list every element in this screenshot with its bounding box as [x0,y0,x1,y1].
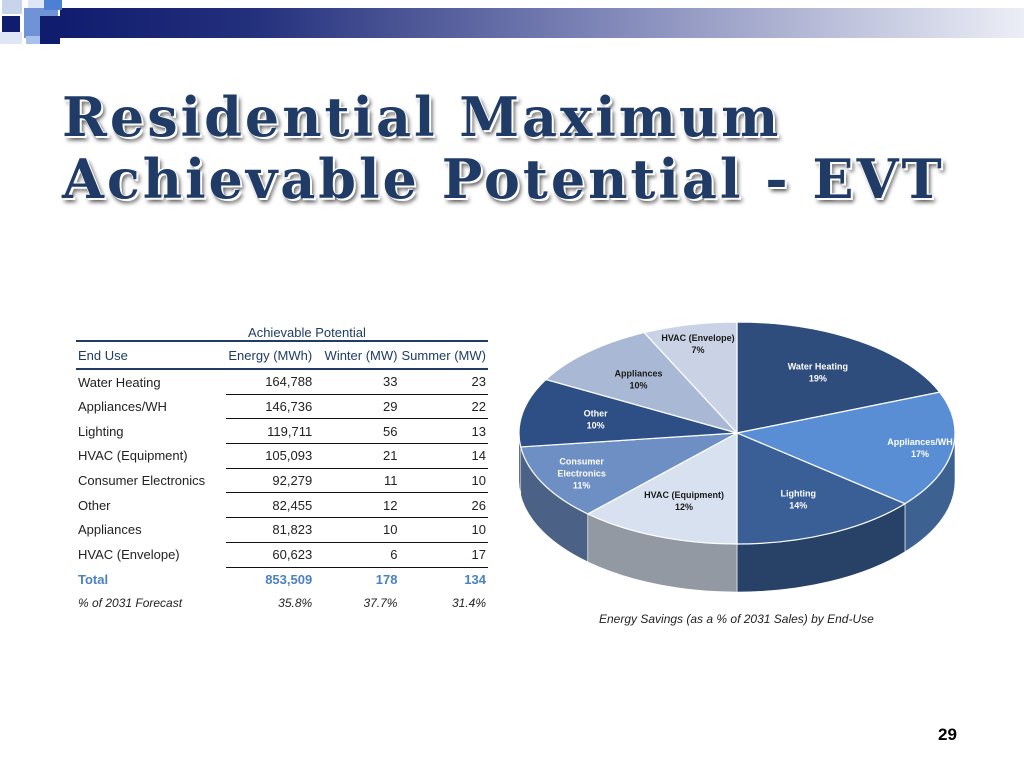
decor-square [28,0,46,10]
cell-summer: 13 [399,418,488,445]
cell-winter: 6 [314,542,400,568]
header-gradient-bar [60,8,1024,38]
cell-end-use: Lighting [78,423,124,439]
decor-square [2,0,22,14]
pie-slice-label: Appliances/WH 17% [887,437,953,459]
cell-winter: 11 [314,468,400,494]
cell-summer: 26 [399,492,488,519]
column-header-end-use: End Use [76,340,227,370]
pie-slice [519,432,738,515]
cell-summer: 17 [399,542,488,568]
slide-title: Residential Maximum Achievable Potential… [62,86,962,210]
decor-square [40,16,60,44]
cell-summer: 22 [399,394,488,420]
cell-energy: 119,711 [226,418,315,445]
pie-slice [736,432,907,545]
pie-slice [586,431,738,545]
table-row: Lighting 119,711 56 13 [76,418,488,445]
cell-pct-label: % of 2031 Forecast [78,596,183,611]
column-header-winter: Winter (MW) [314,340,400,370]
table-group-header-row: Achievable Potential [76,318,488,341]
cell-pct-winter: 37.7% [363,596,398,611]
page-number: 29 [938,725,957,744]
cell-summer: 10 [399,468,488,494]
cell-summer: 14 [399,443,488,469]
cell-end-use: Consumer Electronics [78,473,206,489]
pie-slice [544,331,739,435]
cell-summer: 23 [399,369,488,395]
cell-energy: 60,623 [226,542,315,568]
cell-energy: 164,788 [226,369,315,395]
cell-end-use: Water Heating [78,374,161,390]
cell-total-label: Total [78,571,109,587]
cell-winter: 10 [314,517,400,543]
table-row: Consumer Electronics 92,279 11 10 [76,468,488,494]
table-header-row: End Use Energy (MWh) Winter (MW) Summer … [76,340,488,370]
cell-pct-energy: 35.8% [278,596,313,611]
end-use-pie-chart: Water Heating 19% Appliances/WH 17% Lighting… [518,321,956,593]
cell-winter: 33 [314,369,400,395]
pie-slice-label: HVAC (Equipment) 12% [644,490,724,512]
decor-square [44,0,62,10]
cell-end-use: Other [78,497,111,513]
decor-square [0,32,22,44]
chart-caption: Energy Savings (as a % of 2031 Sales) by… [599,612,874,626]
pie-slice [643,321,738,435]
table-row: Appliances 81,823 10 10 [76,517,488,543]
pie-slice-label: Lighting 14% [781,488,817,510]
achievable-potential-table: Achievable Potential End Use Energy (MWh… [76,318,488,615]
cell-energy: 146,736 [226,394,315,420]
cell-end-use: Appliances/WH [78,399,167,415]
cell-end-use: Appliances [78,522,142,538]
column-header-energy: Energy (MWh) [226,340,315,370]
decor-square [26,36,40,44]
group-header: Achievable Potential [248,325,366,340]
cell-pct-summer: 31.4% [451,596,486,611]
pie-slice-label: Appliances 10% [614,369,662,391]
cell-total-energy: 853,509 [265,571,313,587]
pie-slice-label: Water Heating 19% [788,361,848,383]
pie-slice-label: Other 10% [584,408,609,430]
header-band [0,0,1024,44]
table-row: Appliances/WH 146,736 29 22 [76,394,488,420]
cell-winter: 29 [314,394,400,420]
cell-summer: 10 [399,517,488,543]
table-row: Other 82,455 12 26 [76,492,488,519]
table-total-row: Total 853,509 178 134 [76,567,488,591]
slide-title-line-2: Achievable Potential - EVT [62,147,945,211]
cell-total-summer: 134 [464,571,486,587]
table-row: HVAC (Equipment) 105,093 21 14 [76,443,488,469]
cell-energy: 105,093 [226,443,315,469]
cell-winter: 56 [314,418,400,445]
pie-slice-label: Consumer Electronics 11% [557,456,606,490]
cell-total-winter: 178 [375,571,398,587]
cell-end-use: HVAC (Envelope) [78,547,180,563]
table-row: Water Heating 164,788 33 23 [76,369,488,395]
table-row: HVAC (Envelope) 60,623 6 17 [76,542,488,568]
cell-energy: 92,279 [226,468,315,494]
cell-winter: 21 [314,443,400,469]
pie-slice [518,378,738,448]
cell-energy: 81,823 [226,517,315,543]
cell-end-use: HVAC (Equipment) [78,448,188,464]
decor-square [2,16,20,32]
pie-slice [734,391,956,505]
pie-slice-label: HVAC (Envelope) 7% [661,333,734,355]
table-percent-row: % of 2031 Forecast 35.8% 37.7% 31.4% [76,591,488,615]
slide-title-line-1: Residential Maximum [62,85,782,149]
pie-slice [736,321,941,434]
cell-winter: 12 [314,492,400,519]
column-header-summer: Summer (MW) [399,340,488,370]
cell-energy: 82,455 [226,492,315,519]
